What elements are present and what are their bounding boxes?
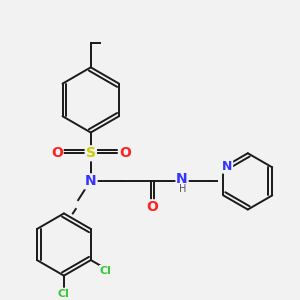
Text: O: O bbox=[147, 200, 158, 214]
Text: N: N bbox=[176, 172, 188, 186]
Text: Cl: Cl bbox=[100, 266, 112, 276]
Text: H: H bbox=[179, 184, 186, 194]
Text: N: N bbox=[222, 160, 232, 172]
Text: O: O bbox=[51, 146, 63, 160]
Text: O: O bbox=[119, 146, 131, 160]
Text: S: S bbox=[86, 146, 96, 160]
Text: N: N bbox=[85, 174, 97, 188]
Text: Cl: Cl bbox=[58, 289, 70, 298]
